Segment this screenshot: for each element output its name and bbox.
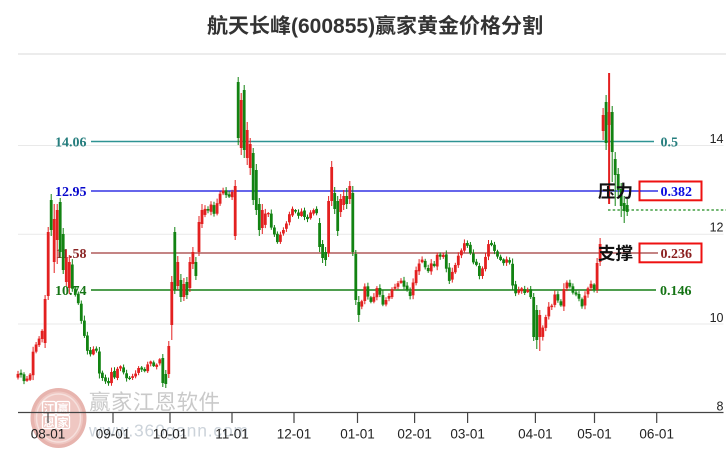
svg-text:08-01: 08-01 — [31, 427, 66, 442]
svg-text:10.74: 10.74 — [55, 284, 87, 299]
svg-text:01-01: 01-01 — [340, 427, 375, 442]
svg-text:12-01: 12-01 — [277, 427, 312, 442]
svg-text:11-01: 11-01 — [215, 427, 249, 442]
svg-text:8: 8 — [717, 400, 724, 414]
svg-text:10: 10 — [710, 311, 724, 325]
svg-text:06-01: 06-01 — [639, 427, 674, 442]
svg-text:(600855): (600855) — [291, 15, 375, 38]
svg-text:14.06: 14.06 — [55, 135, 87, 150]
svg-text:0.146: 0.146 — [660, 284, 692, 299]
svg-text:03-01: 03-01 — [450, 427, 485, 442]
svg-text:0.382: 0.382 — [661, 185, 693, 200]
svg-text:09-01: 09-01 — [96, 427, 131, 442]
svg-text:0.236: 0.236 — [661, 247, 693, 262]
svg-text:10-01: 10-01 — [153, 427, 188, 442]
svg-text:05-01: 05-01 — [577, 427, 612, 442]
svg-text:02-01: 02-01 — [397, 427, 432, 442]
svg-text:12.95: 12.95 — [55, 185, 87, 200]
svg-text:0.5: 0.5 — [661, 135, 679, 150]
svg-text:www.360gann.com: www.360gann.com — [88, 421, 249, 441]
svg-text:14: 14 — [710, 132, 724, 146]
svg-text:04-01: 04-01 — [518, 427, 553, 442]
svg-text:12: 12 — [710, 221, 724, 235]
